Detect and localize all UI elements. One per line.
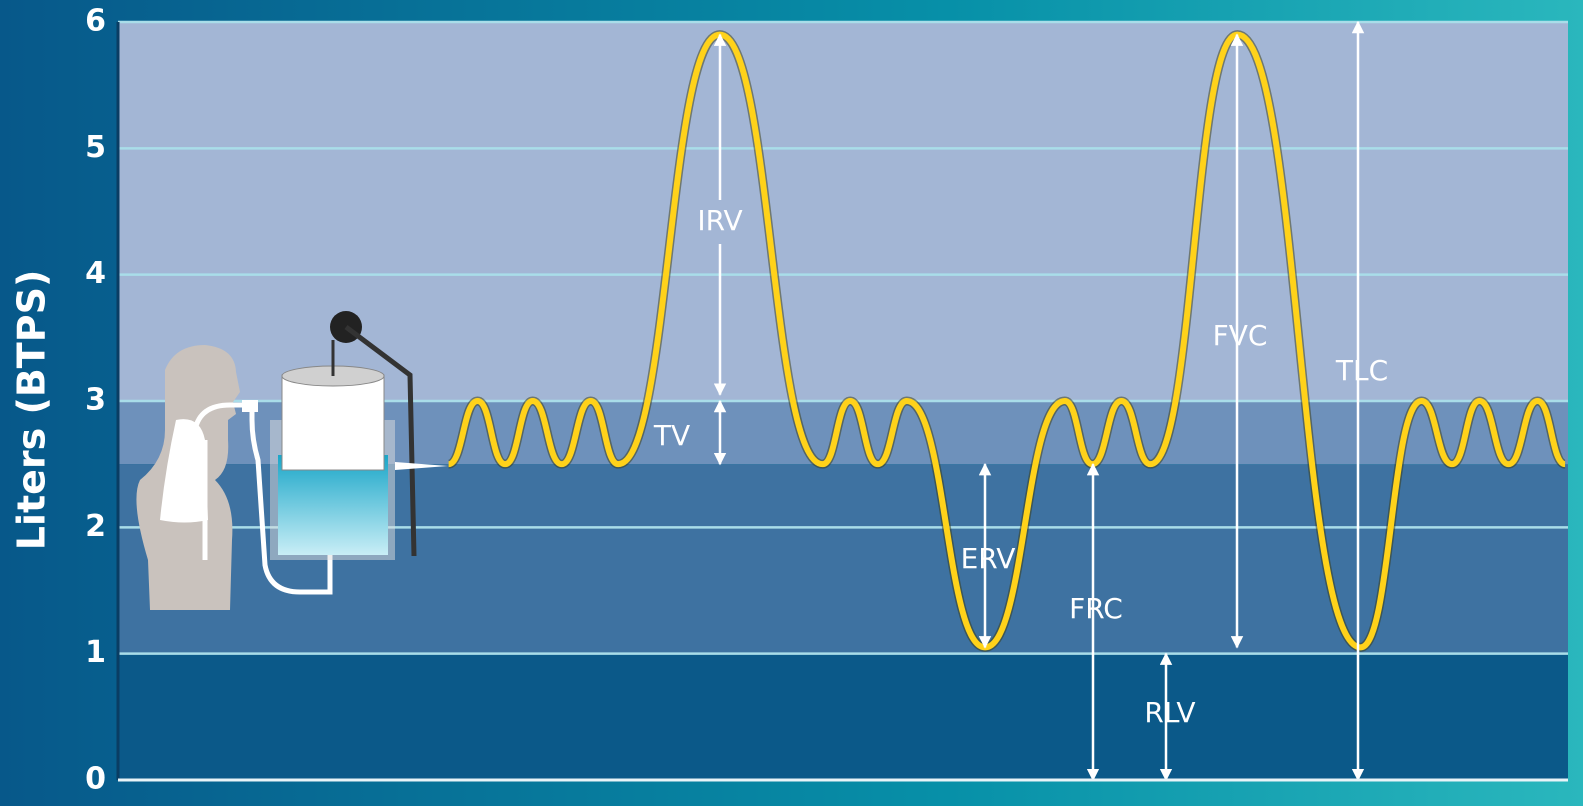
annotation-label: TLC	[1335, 354, 1388, 387]
annotation-label: FRC	[1069, 592, 1123, 625]
annotation-label: RLV	[1144, 696, 1195, 729]
annotation-label: TV	[653, 419, 690, 452]
page: {"chart_data": {"type": "line", "ylabel"…	[0, 0, 1583, 806]
y-tick-label: 4	[85, 256, 106, 291]
y-tick-label: 2	[85, 509, 106, 544]
band	[118, 654, 1568, 780]
y-tick-label: 5	[85, 130, 106, 165]
y-tick-label: 0	[85, 762, 106, 797]
y-tick-label: 1	[85, 635, 106, 670]
chart: IRV TV ERV FRC FVC TLC RLV Liters (BTPS) 0 1 2 3 4…	[0, 0, 1583, 806]
annotation-label: ERV	[961, 542, 1016, 575]
y-axis-label: Liters (BTPS)	[10, 270, 54, 551]
annotation-label: IRV	[697, 204, 742, 237]
y-tick-label: 3	[85, 383, 106, 418]
band	[118, 22, 1568, 401]
y-tick-label: 6	[85, 4, 106, 39]
annotation-label: FVC	[1213, 319, 1268, 352]
